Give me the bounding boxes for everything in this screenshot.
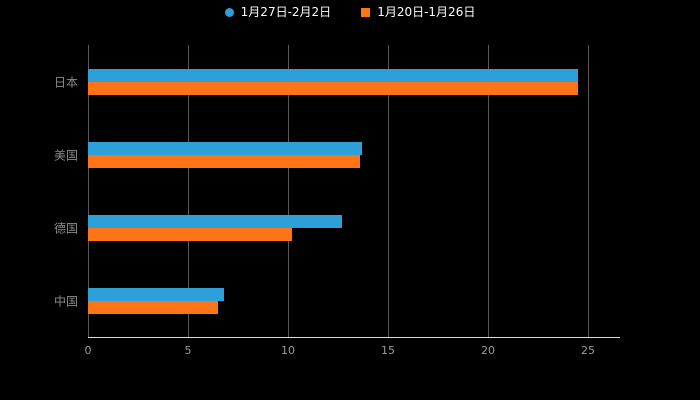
bar-segment[interactable] [88, 141, 362, 155]
bar-segment[interactable] [88, 68, 578, 82]
bar-pair [88, 68, 578, 95]
legend-item-series-1[interactable]: 1月27日-2月2日 [224, 5, 332, 19]
legend-marker-blue-icon [224, 7, 234, 17]
bar-group-4: 中国 [54, 264, 620, 337]
x-tick-label: 10 [281, 344, 295, 357]
bar-pair [88, 214, 342, 241]
x-axis-line [88, 337, 620, 338]
category-label: 中国 [53, 294, 78, 308]
x-tick-label: 20 [481, 344, 495, 357]
bar-group-3: 德国 [54, 191, 620, 264]
bar-segment[interactable] [88, 154, 360, 168]
legend-label-series-1: 1月27日-2月2日 [240, 5, 332, 19]
bar-pair [88, 287, 224, 314]
gridline [188, 45, 189, 337]
bar-segment[interactable] [88, 287, 224, 301]
gridline [488, 45, 489, 337]
plot-area: 日本美国德国中国 0 5 10 15 20 25 [54, 45, 620, 357]
legend-marker-orange-icon [361, 7, 371, 17]
bar-segment[interactable] [88, 214, 342, 228]
x-tick-label: 5 [184, 344, 192, 357]
x-tick-label: 15 [381, 344, 395, 357]
bar-segment[interactable] [88, 300, 218, 314]
chart-legend: 1月27日-2月2日 1月20日-1月26日 [0, 6, 700, 18]
gridline [288, 45, 289, 337]
bar-segment[interactable] [88, 81, 578, 95]
category-label: 日本 [53, 75, 78, 89]
legend-item-series-2[interactable]: 1月20日-1月26日 [361, 6, 475, 18]
legend-label-series-2: 1月20日-1月26日 [377, 5, 476, 19]
x-tick-label: 0 [84, 344, 92, 357]
bar-group-1: 日本 [54, 45, 620, 118]
category-label: 美国 [53, 148, 78, 162]
gridline [588, 45, 589, 337]
gridline [88, 45, 89, 337]
gridline [388, 45, 389, 337]
category-label: 德国 [53, 221, 78, 235]
bar-pair [88, 141, 362, 168]
x-tick-label: 25 [581, 344, 595, 357]
bar-group-2: 美国 [54, 118, 620, 191]
bar-segment[interactable] [88, 227, 292, 241]
